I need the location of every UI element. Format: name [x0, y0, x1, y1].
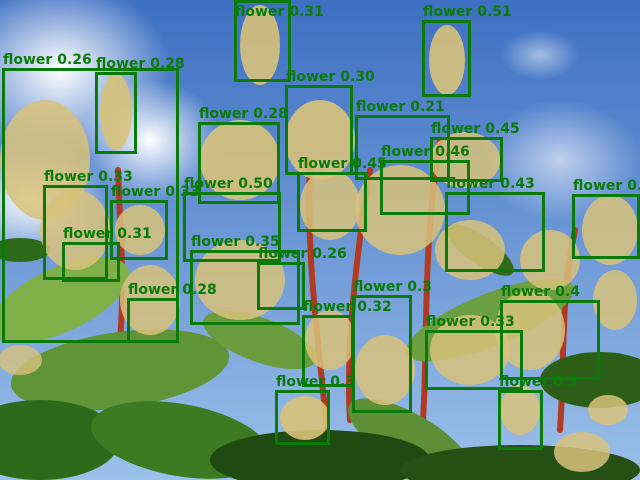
detection-label: flower 0.26	[3, 52, 92, 68]
detection-box: flower 0.4	[500, 284, 600, 380]
detection-box: flower 0.31	[62, 226, 152, 282]
detection-label: flower 0.4	[501, 284, 581, 300]
detection-box: flower 0.43	[445, 176, 545, 272]
detection-label: flower 0.32	[303, 299, 392, 315]
detection-label: flower 0.26	[258, 246, 347, 262]
detection-box: flower 0.33	[110, 184, 200, 260]
detection-label: flower 0.3	[353, 279, 433, 295]
detection-box: flower 0.3	[352, 279, 432, 413]
detection-label: flower 0.35	[191, 234, 280, 250]
detection-box: flower 0.3	[275, 374, 355, 445]
detection-label: flower 0.50	[184, 176, 273, 192]
detection-box: flower 0.33	[425, 314, 523, 390]
detection-box: flower 0.50	[183, 176, 281, 262]
detection-label: flower 0.33	[426, 314, 515, 330]
detection-label: flower 0.31	[235, 4, 324, 20]
detection-label: flower 0.33	[44, 169, 133, 185]
detection-label: flower 0.43	[446, 176, 535, 192]
detection-label: flower 0.28	[96, 56, 185, 72]
detection-box: flower 0.41	[572, 178, 640, 259]
detection-box: flower 0.33	[43, 169, 133, 280]
detection-label: flower 0.28	[128, 282, 217, 298]
detection-label: flower 0.21	[356, 99, 445, 115]
detection-box: flower 0.21	[355, 99, 450, 180]
detection-box: flower 0.31	[234, 0, 324, 82]
detection-box: flower 0.3	[498, 374, 578, 450]
detection-label: flower 0.30	[286, 69, 375, 85]
detection-label: flower 0.31	[63, 226, 152, 242]
detection-label: flower 0.3	[499, 374, 579, 390]
detection-label: flower 0.45	[431, 121, 520, 137]
detection-box: flower 0.26	[257, 246, 347, 310]
detection-box: flower 0.51	[422, 4, 512, 97]
detection-label: flower 0.3	[276, 374, 356, 390]
detection-label: flower 0.33	[111, 184, 200, 200]
detection-box: flower 0.46	[380, 144, 470, 215]
detection-box: flower 0.45	[297, 156, 387, 232]
detection-box: flower 0.26	[2, 52, 179, 343]
detection-box: flower 0.28	[95, 56, 185, 154]
detection-label: flower 0.45	[298, 156, 387, 172]
detection-box: flower 0.28	[127, 282, 217, 343]
detection-box: flower 0.35	[190, 234, 300, 325]
detection-box: flower 0.28	[198, 106, 288, 204]
detection-box: flower 0.45	[430, 121, 520, 182]
detection-label: flower 0.46	[381, 144, 470, 160]
detection-label: flower 0.51	[423, 4, 512, 20]
detection-label: flower 0.41	[573, 178, 640, 194]
detection-label: flower 0.28	[199, 106, 288, 122]
